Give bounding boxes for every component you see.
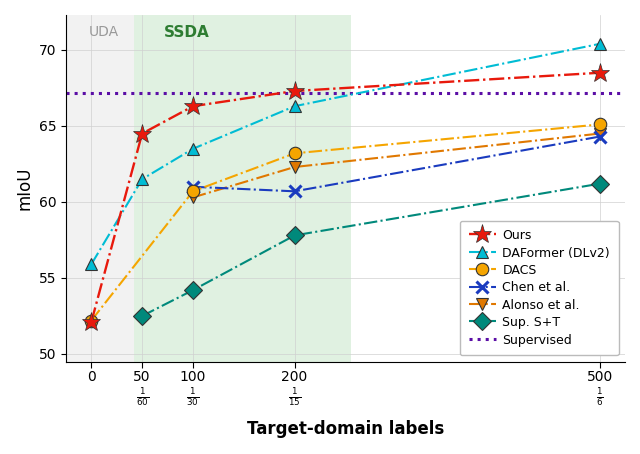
DAFormer (DLv2): [138, 177, 146, 182]
Text: $\frac{1}{6}$: $\frac{1}{6}$: [596, 386, 604, 409]
Line: Ours: Ours: [81, 63, 609, 332]
Alonso et al.: [596, 131, 604, 136]
Text: $\frac{1}{15}$: $\frac{1}{15}$: [288, 386, 301, 409]
Text: 50: 50: [133, 370, 151, 384]
Text: UDA: UDA: [88, 25, 118, 39]
Sup. S+T: [138, 313, 146, 319]
Ours: [138, 131, 146, 136]
Text: 100: 100: [180, 370, 206, 384]
Text: Target-domain labels: Target-domain labels: [247, 420, 444, 439]
Text: $\frac{1}{60}$: $\frac{1}{60}$: [136, 386, 148, 409]
Line: Chen et al.: Chen et al.: [187, 130, 606, 197]
Ours: [189, 104, 197, 109]
Bar: [66, 15, 134, 361]
Supervised: [88, 90, 96, 95]
Ours: [596, 70, 604, 75]
Line: DAFormer (DLv2): DAFormer (DLv2): [85, 38, 606, 271]
Y-axis label: mIoU: mIoU: [15, 167, 33, 210]
DAFormer (DLv2): [291, 104, 298, 109]
Chen et al.: [291, 188, 298, 194]
Text: $\frac{1}{30}$: $\frac{1}{30}$: [186, 386, 200, 409]
Text: SSDA: SSDA: [164, 25, 209, 40]
DACS: [88, 318, 95, 323]
Legend: Ours, DAFormer (DLv2), DACS, Chen et al., Alonso et al., Sup. S+T, Supervised: Ours, DAFormer (DLv2), DACS, Chen et al.…: [460, 221, 619, 355]
Sup. S+T: [291, 233, 298, 238]
Supervised: [88, 90, 95, 95]
Sup. S+T: [596, 181, 604, 187]
Line: Alonso et al.: Alonso et al.: [187, 127, 606, 204]
Line: Sup. S+T: Sup. S+T: [136, 178, 606, 322]
Text: 0: 0: [87, 370, 96, 384]
DAFormer (DLv2): [596, 41, 604, 47]
Ours: [88, 319, 95, 325]
Text: 500: 500: [586, 370, 612, 384]
Alonso et al.: [189, 195, 197, 200]
Line: DACS: DACS: [85, 118, 606, 327]
Chen et al.: [596, 134, 604, 139]
Chen et al.: [189, 184, 197, 189]
DAFormer (DLv2): [189, 146, 197, 152]
Ours: [291, 88, 298, 94]
DACS: [189, 188, 197, 194]
Text: 200: 200: [282, 370, 308, 384]
DACS: [596, 122, 604, 127]
Bar: [134, 15, 351, 361]
Alonso et al.: [291, 164, 298, 170]
DAFormer (DLv2): [88, 262, 95, 267]
Sup. S+T: [189, 287, 197, 293]
DACS: [291, 151, 298, 156]
